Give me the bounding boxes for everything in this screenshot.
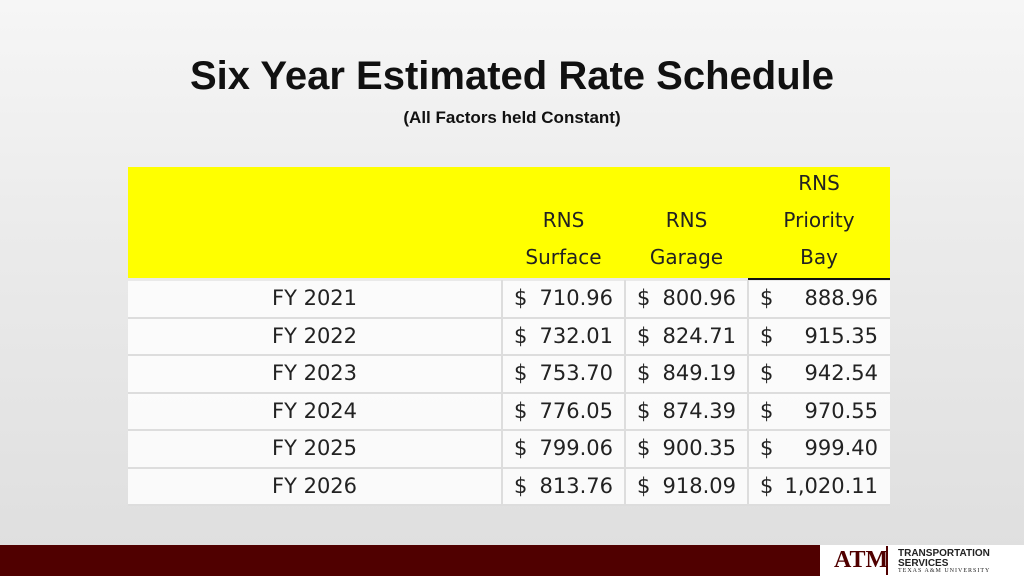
amount: 753.70 [539, 361, 613, 385]
amount: 999.40 [804, 436, 878, 460]
currency: $ [760, 398, 774, 423]
table-row [128, 393, 890, 431]
column-divider [747, 280, 749, 505]
column-header: RNS [665, 208, 708, 232]
currency: $ [514, 398, 528, 423]
currency: $ [637, 436, 651, 460]
row-label: FY 2023 [272, 361, 358, 385]
row-label: FY 2025 [272, 436, 358, 460]
currency: $ [514, 323, 528, 348]
footer-logo-area: ATM TRANSPORTATION SERVICES TEXAS A&M UN… [820, 545, 1024, 576]
currency: $ [514, 473, 528, 498]
table-row [128, 318, 890, 356]
table-row [128, 468, 890, 506]
currency: $ [760, 361, 774, 385]
currency: $ [514, 361, 528, 385]
rate-table: RNS Surface RNS Garage RNS Priority Bay FY 2021… [128, 167, 890, 506]
amount: 710.96 [539, 286, 613, 310]
amount: 915.35 [804, 323, 878, 348]
row-label: FY 2022 [272, 323, 358, 348]
column-divider [624, 280, 626, 505]
logo: ATM [834, 547, 889, 573]
column-header: Garage [649, 245, 724, 269]
currency: $ [760, 436, 774, 460]
column-header: RNS [798, 171, 840, 195]
header-rule [748, 278, 890, 280]
amount: 799.06 [539, 436, 613, 460]
amount: 970.55 [804, 398, 878, 423]
table-row [128, 431, 890, 469]
amount: 732.01 [539, 323, 613, 348]
amount: 813.76 [539, 473, 613, 498]
amount: 918.09 [662, 473, 736, 498]
currency: $ [760, 473, 774, 498]
amount: 888.96 [804, 286, 878, 310]
footer-line: TRANSPORTATION [898, 548, 990, 559]
amount: 776.05 [539, 398, 613, 423]
footer-line: TEXAS A&M UNIVERSITY [898, 568, 991, 574]
currency: $ [760, 286, 774, 310]
amount: 849.19 [662, 361, 736, 385]
column-divider [501, 280, 503, 505]
amount: 874.39 [662, 398, 736, 423]
header-band [128, 167, 890, 278]
currency: $ [637, 361, 651, 385]
row-label: FY 2021 [272, 286, 358, 310]
column-header: Priority [783, 208, 855, 232]
currency: $ [514, 286, 528, 310]
currency: $ [637, 398, 651, 423]
column-header: Surface [525, 245, 602, 269]
row-label: FY 2026 [272, 473, 358, 498]
currency: $ [760, 323, 774, 348]
currency: $ [637, 286, 651, 310]
table-row [128, 281, 890, 319]
table-row [128, 356, 890, 394]
currency: $ [637, 473, 651, 498]
amount: 942.54 [804, 361, 878, 385]
currency: $ [514, 436, 528, 460]
amount: 800.96 [662, 286, 736, 310]
currency: $ [637, 323, 651, 348]
subtitle: (All Factors held Constant) [403, 108, 621, 127]
title: Six Year Estimated Rate Schedule [189, 54, 834, 98]
column-header: Bay [800, 245, 838, 269]
amount: 824.71 [662, 323, 736, 348]
amount: 1,020.11 [784, 473, 878, 498]
divider [886, 546, 888, 575]
footer-line: SERVICES [898, 558, 949, 569]
amount: 900.35 [662, 436, 736, 460]
row-label: FY 2024 [272, 398, 358, 423]
column-header: RNS [542, 208, 585, 232]
